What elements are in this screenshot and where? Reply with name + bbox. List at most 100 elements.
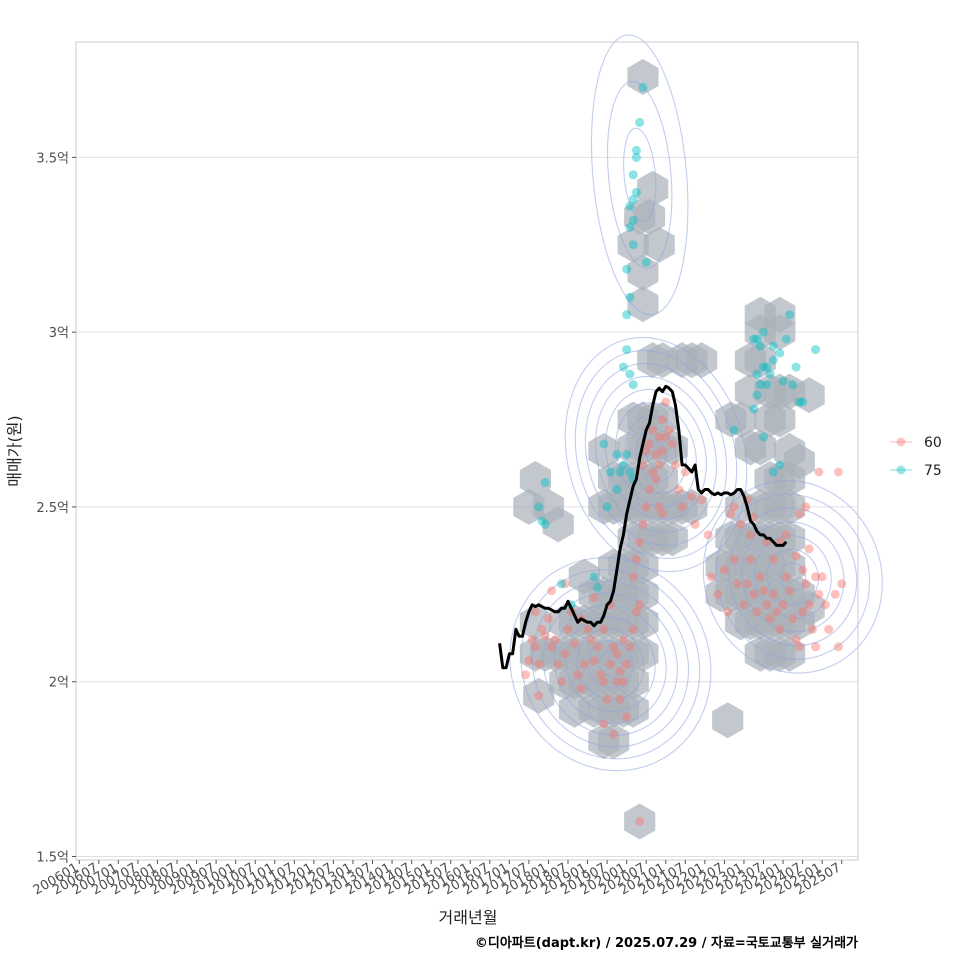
- y-tick-label: 1.5억: [36, 851, 69, 866]
- point-75: [755, 380, 765, 390]
- point-75: [534, 502, 544, 512]
- y-axis-title: 매매가(원): [5, 415, 24, 486]
- point-60: [658, 415, 667, 424]
- point-60: [605, 659, 615, 669]
- point-60: [674, 485, 684, 494]
- x-axis: 2006012006072007012007072008012008072009…: [31, 860, 844, 898]
- point-60: [635, 817, 645, 826]
- point-75: [625, 201, 635, 211]
- point-60: [521, 670, 531, 680]
- hex-bin: [774, 488, 806, 525]
- hex-bin: [774, 635, 806, 672]
- contour-line: [702, 480, 883, 674]
- point-60: [778, 600, 788, 610]
- point-60: [553, 659, 563, 669]
- y-tick-label: 2.5억: [36, 501, 69, 516]
- trend-line: [498, 384, 788, 670]
- point-75: [749, 334, 759, 344]
- contour-line: [779, 562, 807, 592]
- point-75: [775, 348, 785, 358]
- point-60: [680, 467, 690, 477]
- point-75: [628, 215, 638, 225]
- point-60: [602, 694, 612, 704]
- point-60: [798, 565, 808, 575]
- point-60: [599, 624, 609, 634]
- point-60: [589, 593, 599, 603]
- point-60: [755, 572, 765, 582]
- point-75: [612, 485, 622, 494]
- point-75: [592, 582, 602, 592]
- point-60: [622, 712, 632, 722]
- point-60: [530, 642, 540, 652]
- point-75: [781, 334, 791, 344]
- point-60: [794, 642, 804, 652]
- point-60: [579, 659, 589, 669]
- point-60: [768, 554, 778, 564]
- hex-bin: [774, 520, 806, 557]
- hex-bin: [637, 170, 669, 207]
- point-75: [791, 362, 801, 372]
- point-75: [612, 450, 622, 459]
- point-60: [736, 519, 746, 529]
- legend: 60 75: [890, 435, 942, 479]
- point-75: [540, 519, 550, 529]
- point-75: [641, 257, 651, 267]
- point-75: [602, 502, 612, 512]
- contour-line: [645, 440, 667, 469]
- point-60: [583, 624, 593, 634]
- point-75: [759, 432, 768, 442]
- point-60: [719, 565, 729, 575]
- point-75: [625, 369, 635, 379]
- point-60: [677, 502, 687, 512]
- point-60: [762, 600, 772, 610]
- point-60: [651, 450, 661, 459]
- point-60: [599, 677, 609, 687]
- point-75: [749, 404, 759, 414]
- hex-bin: [627, 635, 659, 672]
- point-60: [628, 572, 638, 582]
- point-75: [778, 376, 788, 386]
- y-tick-label: 3.5억: [36, 151, 69, 166]
- contour-line: [542, 592, 678, 736]
- hex-bin: [627, 576, 659, 613]
- point-75: [557, 579, 566, 589]
- hex-bin: [744, 429, 776, 466]
- contour-line: [565, 616, 656, 713]
- trend-layer: [498, 384, 788, 670]
- legend-swatch-75: [896, 465, 906, 475]
- point-60: [524, 656, 534, 666]
- point-60: [671, 460, 680, 470]
- hex-bin: [712, 702, 744, 739]
- point-60: [547, 586, 557, 596]
- point-75: [798, 397, 808, 407]
- point-60: [618, 635, 628, 645]
- contour-line: [623, 127, 657, 223]
- point-60: [609, 729, 619, 739]
- point-60: [739, 600, 749, 610]
- point-60: [544, 614, 553, 624]
- hex-bin: [774, 548, 806, 585]
- point-60: [807, 624, 817, 634]
- contour-line: [594, 375, 718, 534]
- contour-line: [728, 507, 858, 647]
- point-60: [609, 642, 619, 652]
- point-60: [635, 537, 645, 547]
- point-60: [814, 467, 824, 477]
- point-60: [661, 432, 671, 442]
- point-75: [628, 170, 638, 180]
- point-60: [612, 677, 622, 687]
- point-60: [612, 649, 622, 659]
- point-60: [768, 589, 778, 599]
- point-75: [768, 467, 778, 477]
- hex-bin: [627, 286, 659, 323]
- point-75: [631, 187, 641, 197]
- contour-line: [520, 569, 701, 760]
- point-75: [625, 222, 635, 232]
- hex-bin: [542, 506, 574, 543]
- source-caption: ©디아파트(dapt.kr) / 2025.07.29 / 자료=국토교통부 실…: [475, 935, 858, 951]
- contour-line: [741, 521, 845, 633]
- point-60: [563, 624, 573, 634]
- point-60: [645, 485, 654, 494]
- hex-bin: [725, 401, 757, 438]
- point-75: [625, 292, 635, 302]
